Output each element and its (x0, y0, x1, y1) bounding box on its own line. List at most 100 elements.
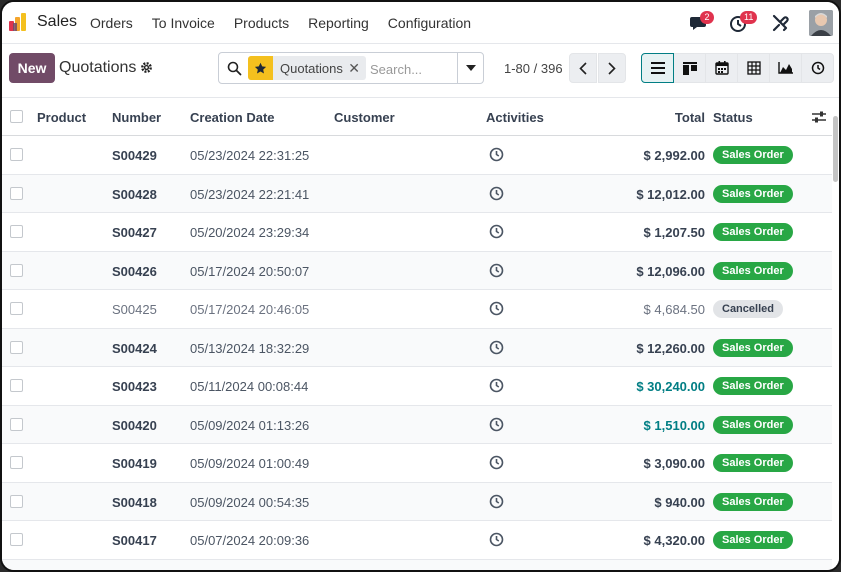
order-number: S00428 (112, 186, 157, 202)
menu-orders[interactable]: Orders (90, 15, 133, 31)
table-row[interactable]: S00429 05/23/2024 22:31:25 $ 2,992.00 Sales… (2, 136, 836, 175)
list-view-button[interactable] (641, 53, 674, 83)
order-total: $ 12,012.00 (636, 186, 705, 202)
table-row[interactable]: S00420 05/09/2024 01:13:26 $ 1,510.00 Sales… (2, 405, 836, 444)
app-name[interactable]: Sales (37, 13, 78, 30)
pivot-view-button[interactable] (737, 53, 770, 83)
row-checkbox[interactable] (10, 417, 23, 431)
order-total: $ 4,684.50 (643, 302, 705, 317)
table-row[interactable]: Sales Order (2, 559, 836, 570)
column-activities[interactable]: Activities (486, 110, 544, 125)
row-checkbox[interactable] (10, 494, 23, 508)
table-row[interactable]: S00419 05/09/2024 01:00:49 $ 3,090.00 Sales… (2, 444, 836, 483)
vertical-scrollbar[interactable] (832, 98, 839, 570)
scrollbar-thumb[interactable] (833, 116, 838, 182)
table-row[interactable]: S00427 05/20/2024 23:29:34 $ 1,207.50 Sales… (2, 213, 836, 252)
user-avatar[interactable] (809, 10, 833, 36)
status-badge: Sales Order (713, 261, 793, 280)
activity-clock-icon[interactable] (489, 301, 504, 316)
pager-next-button[interactable] (598, 53, 626, 83)
table-row[interactable]: S00424 05/13/2024 18:32:29 $ 12,260.00 Sale… (2, 328, 836, 367)
kanban-icon (682, 61, 697, 75)
activity-view-button[interactable] (801, 53, 834, 83)
search-icon[interactable] (227, 61, 242, 76)
row-checkbox[interactable] (10, 186, 23, 200)
optional-columns-icon[interactable] (812, 111, 826, 123)
menu-reporting[interactable]: Reporting (308, 15, 369, 31)
creation-date: 05/09/2024 01:00:49 (190, 456, 310, 471)
order-number: S00420 (112, 417, 157, 433)
column-number[interactable]: Number (112, 110, 162, 125)
status-badge: Cancelled (713, 300, 783, 318)
column-product[interactable]: Product (37, 110, 87, 125)
activity-clock-icon[interactable] (489, 417, 504, 432)
table-row[interactable]: S00425 05/17/2024 20:46:05 $ 4,684.50 Cance… (2, 290, 836, 329)
order-total: $ 1,510.00 (643, 417, 705, 433)
row-checkbox[interactable] (10, 533, 23, 546)
activity-clock-icon[interactable] (489, 186, 504, 201)
activity-clock-icon[interactable] (489, 494, 504, 509)
pager-previous-button[interactable] (569, 53, 597, 83)
creation-date: 05/20/2024 23:29:34 (190, 225, 310, 240)
order-number: S00419 (112, 456, 157, 471)
table-row[interactable]: S00426 05/17/2024 20:50:07 $ 12,096.00 Sale… (2, 251, 836, 290)
table-row[interactable]: S00417 05/07/2024 20:09:36 $ 4,320.00 Sales… (2, 521, 836, 560)
row-checkbox[interactable] (10, 263, 23, 277)
activity-clock-icon[interactable] (489, 378, 504, 393)
table-row[interactable]: S00423 05/11/2024 00:08:44 $ 30,240.00 Sale… (2, 367, 836, 406)
search-input[interactable] (370, 59, 454, 79)
status-badge: Sales Order (713, 415, 793, 434)
status-badge: Sales Order (713, 377, 793, 395)
order-number: S00426 (112, 263, 157, 279)
calendar-view-button[interactable] (705, 53, 738, 83)
gear-icon[interactable] (140, 61, 153, 74)
activity-clock-icon[interactable] (489, 340, 504, 355)
table-row[interactable]: S00418 05/09/2024 00:54:35 $ 940.00 Sales O… (2, 482, 836, 521)
view-switcher (641, 53, 834, 83)
chevron-right-icon (608, 61, 616, 75)
control-panel: New Quotations Quotations ✕ (2, 44, 839, 98)
search-options-toggle[interactable] (457, 53, 483, 83)
column-total[interactable]: Total (674, 110, 705, 125)
order-total: $ 3,090.00 (643, 456, 705, 471)
order-total: $ 30,240.00 (636, 379, 705, 394)
column-status[interactable]: Status (713, 110, 753, 125)
order-number: S00425 (112, 302, 157, 317)
row-checkbox[interactable] (10, 456, 23, 469)
tools-icon[interactable] (770, 14, 790, 32)
menu-products[interactable]: Products (233, 15, 290, 31)
row-checkbox[interactable] (10, 148, 23, 161)
menu-to-invoice[interactable]: To Invoice (151, 15, 215, 31)
select-all-checkbox[interactable] (10, 110, 23, 123)
column-customer[interactable]: Customer (334, 110, 395, 125)
table-row[interactable]: S00428 05/23/2024 22:21:41 $ 12,012.00 Sale… (2, 174, 836, 213)
order-total: $ 1,207.50 (643, 225, 705, 240)
caret-down-icon (465, 65, 476, 71)
menu-configuration[interactable]: Configuration (387, 15, 472, 31)
row-checkbox[interactable] (10, 302, 23, 315)
creation-date: 05/23/2024 22:31:25 (190, 148, 310, 163)
remove-facet-icon[interactable]: ✕ (348, 60, 360, 76)
column-creation-date[interactable]: Creation Date (190, 110, 275, 125)
graph-view-button[interactable] (769, 53, 802, 83)
order-total: $ 12,096.00 (636, 263, 705, 279)
list-icon (650, 62, 665, 74)
activity-clock-icon[interactable] (489, 147, 504, 162)
row-checkbox[interactable] (10, 225, 23, 238)
activity-clock-icon[interactable] (489, 263, 504, 278)
row-checkbox[interactable] (10, 379, 23, 392)
activity-clock-icon[interactable] (489, 455, 504, 470)
clock-icon (811, 61, 824, 75)
activity-clock-icon[interactable] (489, 224, 504, 239)
pager-value[interactable]: 1-80 / 396 (504, 61, 563, 76)
activity-clock-icon[interactable] (489, 532, 504, 547)
sales-app-icon[interactable] (8, 12, 28, 32)
user-photo-icon (809, 10, 833, 36)
chevron-left-icon (579, 61, 587, 75)
kanban-view-button[interactable] (673, 53, 706, 83)
table-header: Product Number Creation Date Customer Ac… (2, 98, 836, 136)
row-checkbox[interactable] (10, 340, 23, 354)
new-button[interactable]: New (9, 53, 55, 83)
activity-clock-icon[interactable] (729, 14, 749, 32)
quotations-table: Product Number Creation Date Customer Ac… (2, 98, 836, 570)
